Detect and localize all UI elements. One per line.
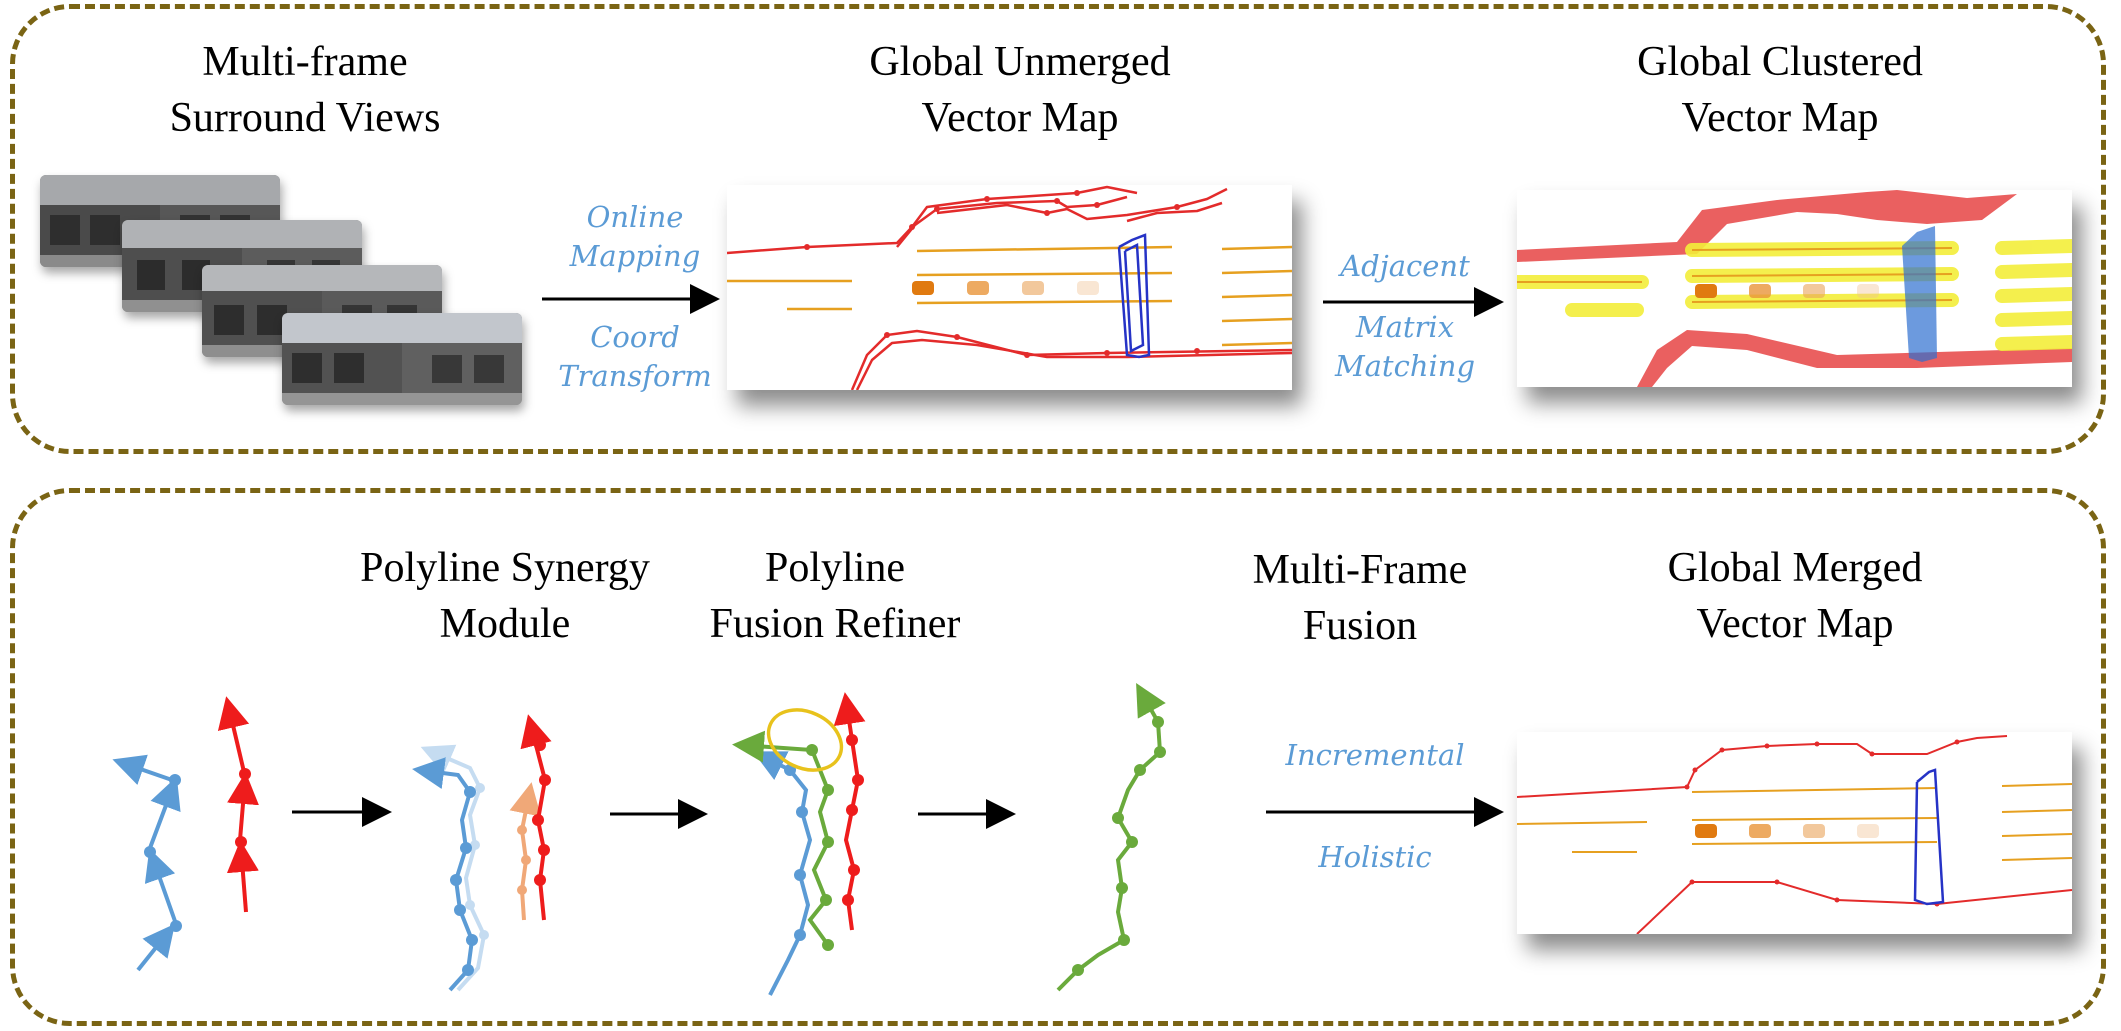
module1-title: Polyline Synergy Module [320, 540, 690, 652]
camera-frame-stack [40, 175, 530, 435]
global-merged-vector-map [1517, 732, 2072, 934]
module1-title-line1: Polyline Synergy [360, 545, 650, 591]
map-divider-line [1221, 317, 1292, 323]
module3-title: Multi-Frame Fusion [1200, 542, 1520, 654]
module3-title-line1: Multi-Frame [1252, 547, 1468, 593]
map-boundary-line [855, 338, 1292, 390]
stage2-title: Global Unmerged Vector Map [820, 34, 1220, 146]
stage2-title-line2: Vector Map [921, 95, 1119, 141]
global-unmerged-vector-map [727, 185, 1292, 390]
map-divider-line [1221, 341, 1292, 347]
map-divider-line [1221, 245, 1292, 251]
arrow1-label-online: Online [586, 200, 684, 234]
module2-title: Polyline Fusion Refiner [670, 540, 1000, 652]
map-boundary-line [936, 187, 1228, 221]
map-boundary-line [850, 329, 1292, 390]
clustered-divider [1995, 263, 2072, 279]
synergy-polylines [412, 714, 552, 992]
ego-car-trail [1695, 824, 1879, 838]
merged-boundary-line [1636, 881, 2072, 934]
merged-divider-line [1691, 841, 1938, 845]
merged-divider-line [2001, 833, 2072, 837]
matrix-matching-label: Matrix Matching [1315, 308, 1495, 386]
stage1-title: Multi-frame Surround Views [125, 34, 485, 146]
map-crossing-line [1123, 243, 1145, 353]
clustered-divider [1995, 287, 2072, 303]
merged-crossing-line [1913, 768, 1945, 906]
map-boundary-line [896, 195, 1128, 248]
stage2-title-line1: Global Unmerged [869, 39, 1171, 85]
clustered-crossing [1902, 226, 1937, 362]
merged-divider-line [2001, 857, 2072, 861]
fused-polyline [1056, 683, 1166, 992]
map-boundary-line [727, 185, 1138, 255]
map-divider-line [916, 271, 1173, 277]
module2-title-line2: Fusion Refiner [709, 601, 961, 647]
refiner-polylines [732, 692, 866, 996]
bottom-panel-border [10, 488, 2106, 1026]
arrow2-label-adjacent: Adjacent [1340, 249, 1470, 283]
map-divider-line [916, 299, 1173, 305]
stage3-title: Global Clustered Vector Map [1580, 34, 1980, 146]
camera-frame [282, 313, 522, 405]
map-divider-line [1221, 293, 1292, 299]
stage1-title-line2: Surround Views [169, 95, 441, 141]
coord-transform-label: Coord Transform [540, 318, 730, 396]
output-title: Global Merged Vector Map [1610, 540, 1980, 652]
online-mapping-label: Online Mapping [540, 198, 730, 276]
top-panel-border [10, 4, 2106, 454]
adjacent-label: Adjacent [1315, 249, 1495, 283]
merged-divider-line [2001, 783, 2072, 787]
module2-title-line1: Polyline [764, 545, 905, 591]
arrow1-label-mapping: Mapping [569, 239, 701, 273]
stage1-title-line1: Multi-frame [202, 39, 408, 85]
module3-title-line2: Fusion [1302, 603, 1418, 649]
ego-car-trail [912, 281, 1099, 295]
map-boundary-line [1126, 201, 1223, 223]
module1-title-line2: Module [439, 601, 571, 647]
ego-car-trail [1695, 284, 1879, 298]
map-crossing-line [1117, 233, 1151, 359]
stage3-title-line1: Global Clustered [1637, 39, 1923, 85]
holistic-label: Holistic [1318, 840, 1432, 874]
merged-divider-line [1691, 817, 1938, 821]
clustered-divider [1995, 239, 2072, 255]
input-polylines [112, 696, 259, 972]
stage3-title-line2: Vector Map [1681, 95, 1879, 141]
arrow1-label-coord: Coord [590, 320, 680, 354]
clustered-divider [1995, 311, 2072, 327]
output-title-line2: Vector Map [1696, 601, 1894, 647]
map-divider-line [1221, 269, 1292, 275]
arrow1-label-transform: Transform [558, 359, 712, 393]
merged-divider-line [1517, 821, 1648, 825]
global-clustered-vector-map [1517, 190, 2072, 387]
merged-divider-line [2001, 809, 2072, 813]
incremental-label: Incremental [1285, 738, 1465, 772]
arrow2-label-matching: Matching [1334, 349, 1476, 383]
clustered-divider [1995, 335, 2072, 351]
arrow2-label-matrix: Matrix [1355, 310, 1455, 344]
refiner-highlight-ellipse [766, 708, 844, 772]
merged-divider-line [1691, 787, 1938, 793]
output-title-line1: Global Merged [1667, 545, 1923, 591]
